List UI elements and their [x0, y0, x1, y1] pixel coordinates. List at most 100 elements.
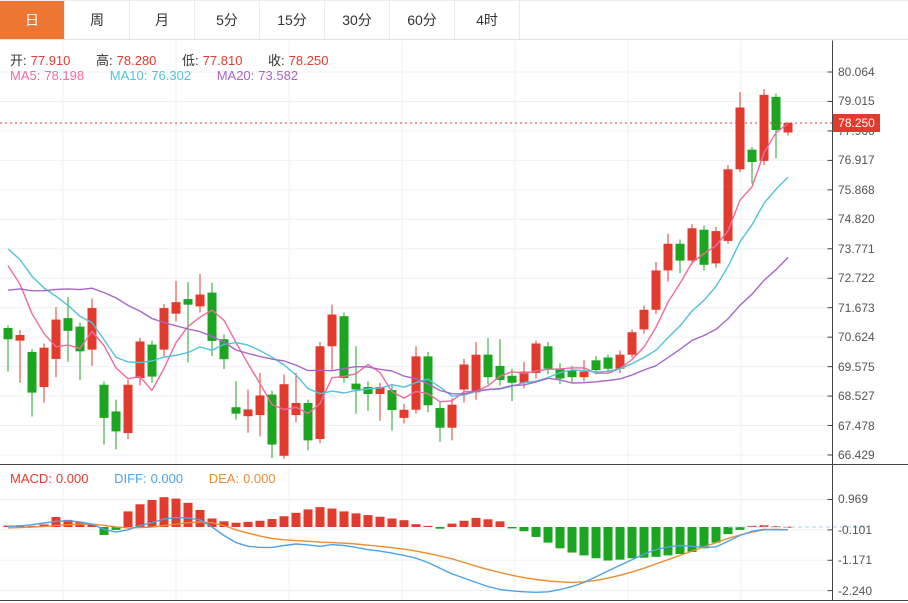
candle-body — [171, 302, 181, 314]
macd-bar — [435, 527, 445, 529]
tab-15分[interactable]: 15分 — [260, 1, 325, 39]
candle-body — [15, 335, 25, 341]
dea-value: 0.000 — [243, 471, 276, 486]
macd-bar — [459, 520, 469, 527]
candle-body — [375, 386, 385, 395]
axis-tick-label: 67.478 — [838, 418, 875, 433]
close-value: 78.250 — [288, 53, 329, 68]
macd-bar — [447, 523, 457, 527]
macd-bar — [615, 527, 625, 560]
candle-body — [687, 228, 697, 261]
candle-body — [75, 326, 85, 352]
candle-body — [195, 294, 205, 307]
macd-bar — [315, 507, 325, 527]
macd-bar — [51, 517, 61, 527]
macd-bar — [339, 511, 349, 527]
macd-bar — [567, 527, 577, 553]
macd-bar — [411, 524, 421, 527]
candle-body — [291, 403, 301, 416]
macd-bar — [663, 527, 673, 556]
macd-bar — [351, 513, 361, 527]
axis-tick-label: 69.575 — [838, 359, 875, 374]
macd-bar — [603, 527, 613, 561]
ma5-label: MA5: — [10, 68, 41, 83]
macd-bar — [399, 520, 409, 527]
macd-bar — [699, 527, 709, 549]
axis-tick-label: 80.064 — [838, 65, 875, 79]
candle-body — [579, 371, 589, 378]
candle-body — [183, 299, 193, 305]
candle-body — [99, 384, 109, 418]
candle-body — [339, 316, 349, 379]
candle-body — [135, 341, 145, 379]
macd-value: 0.000 — [55, 471, 89, 486]
low-value: 77.810 — [202, 53, 243, 68]
axis-tick-label: 73.771 — [838, 241, 875, 256]
macd-bar — [519, 527, 529, 532]
ohlc-readout: 开: 77.910 高: 78.280 低: 77.810 收: 78.250 — [10, 50, 332, 69]
ma10-value: 76.302 — [151, 68, 192, 83]
macd-bar — [627, 527, 637, 559]
candle-body — [39, 347, 49, 387]
tab-日[interactable]: 日 — [0, 1, 65, 39]
tab-4时[interactable]: 4时 — [455, 1, 520, 39]
macd-bar — [363, 515, 373, 527]
candle-body — [495, 365, 505, 380]
ma20-value: 73.582 — [258, 68, 299, 83]
tab-周[interactable]: 周 — [65, 1, 130, 39]
macd-bar — [639, 527, 649, 558]
current-price-badge: 78.250 — [833, 113, 880, 132]
candle-body — [423, 356, 433, 406]
ma5-line — [7, 122, 789, 415]
candle-body — [639, 309, 649, 330]
macd-bar — [579, 527, 589, 556]
candle-body — [399, 409, 409, 418]
axis-tick-label: 75.868 — [838, 182, 875, 197]
macd-bar — [591, 527, 601, 559]
macd-bar — [375, 516, 385, 527]
macd-bar — [219, 521, 229, 527]
macd-bar — [423, 525, 433, 527]
high-label: 高: — [96, 53, 113, 68]
axis-tick-label: -0.101 — [838, 522, 873, 537]
candle-body — [735, 107, 745, 170]
candle-body — [675, 243, 685, 261]
candle-body — [567, 370, 577, 378]
candle-body — [627, 332, 637, 355]
candle-body — [219, 339, 229, 360]
macd-bar — [159, 497, 169, 527]
macd-bar — [267, 519, 277, 527]
macd-bar — [183, 502, 193, 527]
open-value: 77.910 — [30, 53, 71, 68]
macd-bar — [771, 526, 781, 528]
axis-tick-label: 66.429 — [838, 448, 875, 462]
candle-body — [603, 357, 613, 369]
axis-tick-label: -2.240 — [838, 583, 873, 598]
axis-tick-label: 71.673 — [838, 300, 875, 315]
ma20-label: MA20: — [216, 68, 255, 83]
axis-tick-label: 76.917 — [838, 153, 875, 168]
axis-tick-label: 79.015 — [838, 94, 875, 109]
axis-tick-label: 0.969 — [838, 492, 869, 507]
axis-tick-label: 68.527 — [838, 389, 875, 404]
tab-60分[interactable]: 60分 — [390, 1, 455, 39]
ma10-label: MA10: — [109, 68, 148, 83]
macd-bar — [387, 518, 397, 527]
axis-tick-label: 74.820 — [838, 212, 875, 227]
tab-5分[interactable]: 5分 — [195, 1, 260, 39]
dea-line — [7, 521, 789, 584]
candle-body — [351, 383, 361, 390]
macd-bar — [111, 527, 121, 530]
candle-body — [663, 243, 673, 271]
candle-body — [507, 375, 517, 383]
candle-body — [387, 390, 397, 411]
macd-bar — [147, 500, 157, 527]
candle-body — [267, 394, 277, 445]
candle-body — [51, 319, 61, 359]
tab-30分[interactable]: 30分 — [325, 1, 390, 39]
candle-body — [111, 411, 121, 432]
macd-bar — [255, 520, 265, 527]
tab-月[interactable]: 月 — [130, 1, 195, 39]
